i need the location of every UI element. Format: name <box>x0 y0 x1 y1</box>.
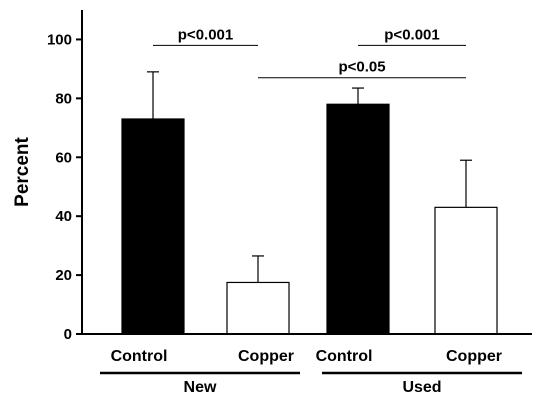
category-labels: Control Copper Control Copper <box>111 348 502 365</box>
category-label-2: Control <box>316 348 373 365</box>
group-labels: New Used <box>100 371 522 396</box>
significance-label-1: p<0.001 <box>384 26 439 43</box>
bar-0 <box>121 118 185 335</box>
category-label-3: Copper <box>446 348 502 365</box>
significance-annotations: p<0.001 p<0.001 p<0.05 <box>153 26 466 79</box>
y-tick-label: 0 <box>64 326 72 343</box>
y-axis-ticks: 0 20 40 60 80 100 <box>47 31 82 343</box>
y-tick-label: 60 <box>55 149 72 166</box>
y-tick-label: 100 <box>47 31 72 48</box>
bar-1 <box>226 281 290 335</box>
y-tick-label: 20 <box>55 267 72 284</box>
bar-3 <box>434 206 498 335</box>
y-tick-label: 40 <box>55 208 72 225</box>
group-label-1: Used <box>402 379 441 396</box>
significance-label-2: p<0.05 <box>338 59 385 76</box>
bars <box>121 103 498 335</box>
y-axis-label: Percent <box>12 136 33 206</box>
bar-2 <box>326 103 390 335</box>
category-label-0: Control <box>111 348 168 365</box>
significance-label-0: p<0.001 <box>178 26 233 43</box>
y-tick-label: 80 <box>55 90 72 107</box>
group-label-0: New <box>184 379 217 396</box>
error-bars <box>147 71 472 283</box>
category-label-1: Copper <box>238 348 294 365</box>
